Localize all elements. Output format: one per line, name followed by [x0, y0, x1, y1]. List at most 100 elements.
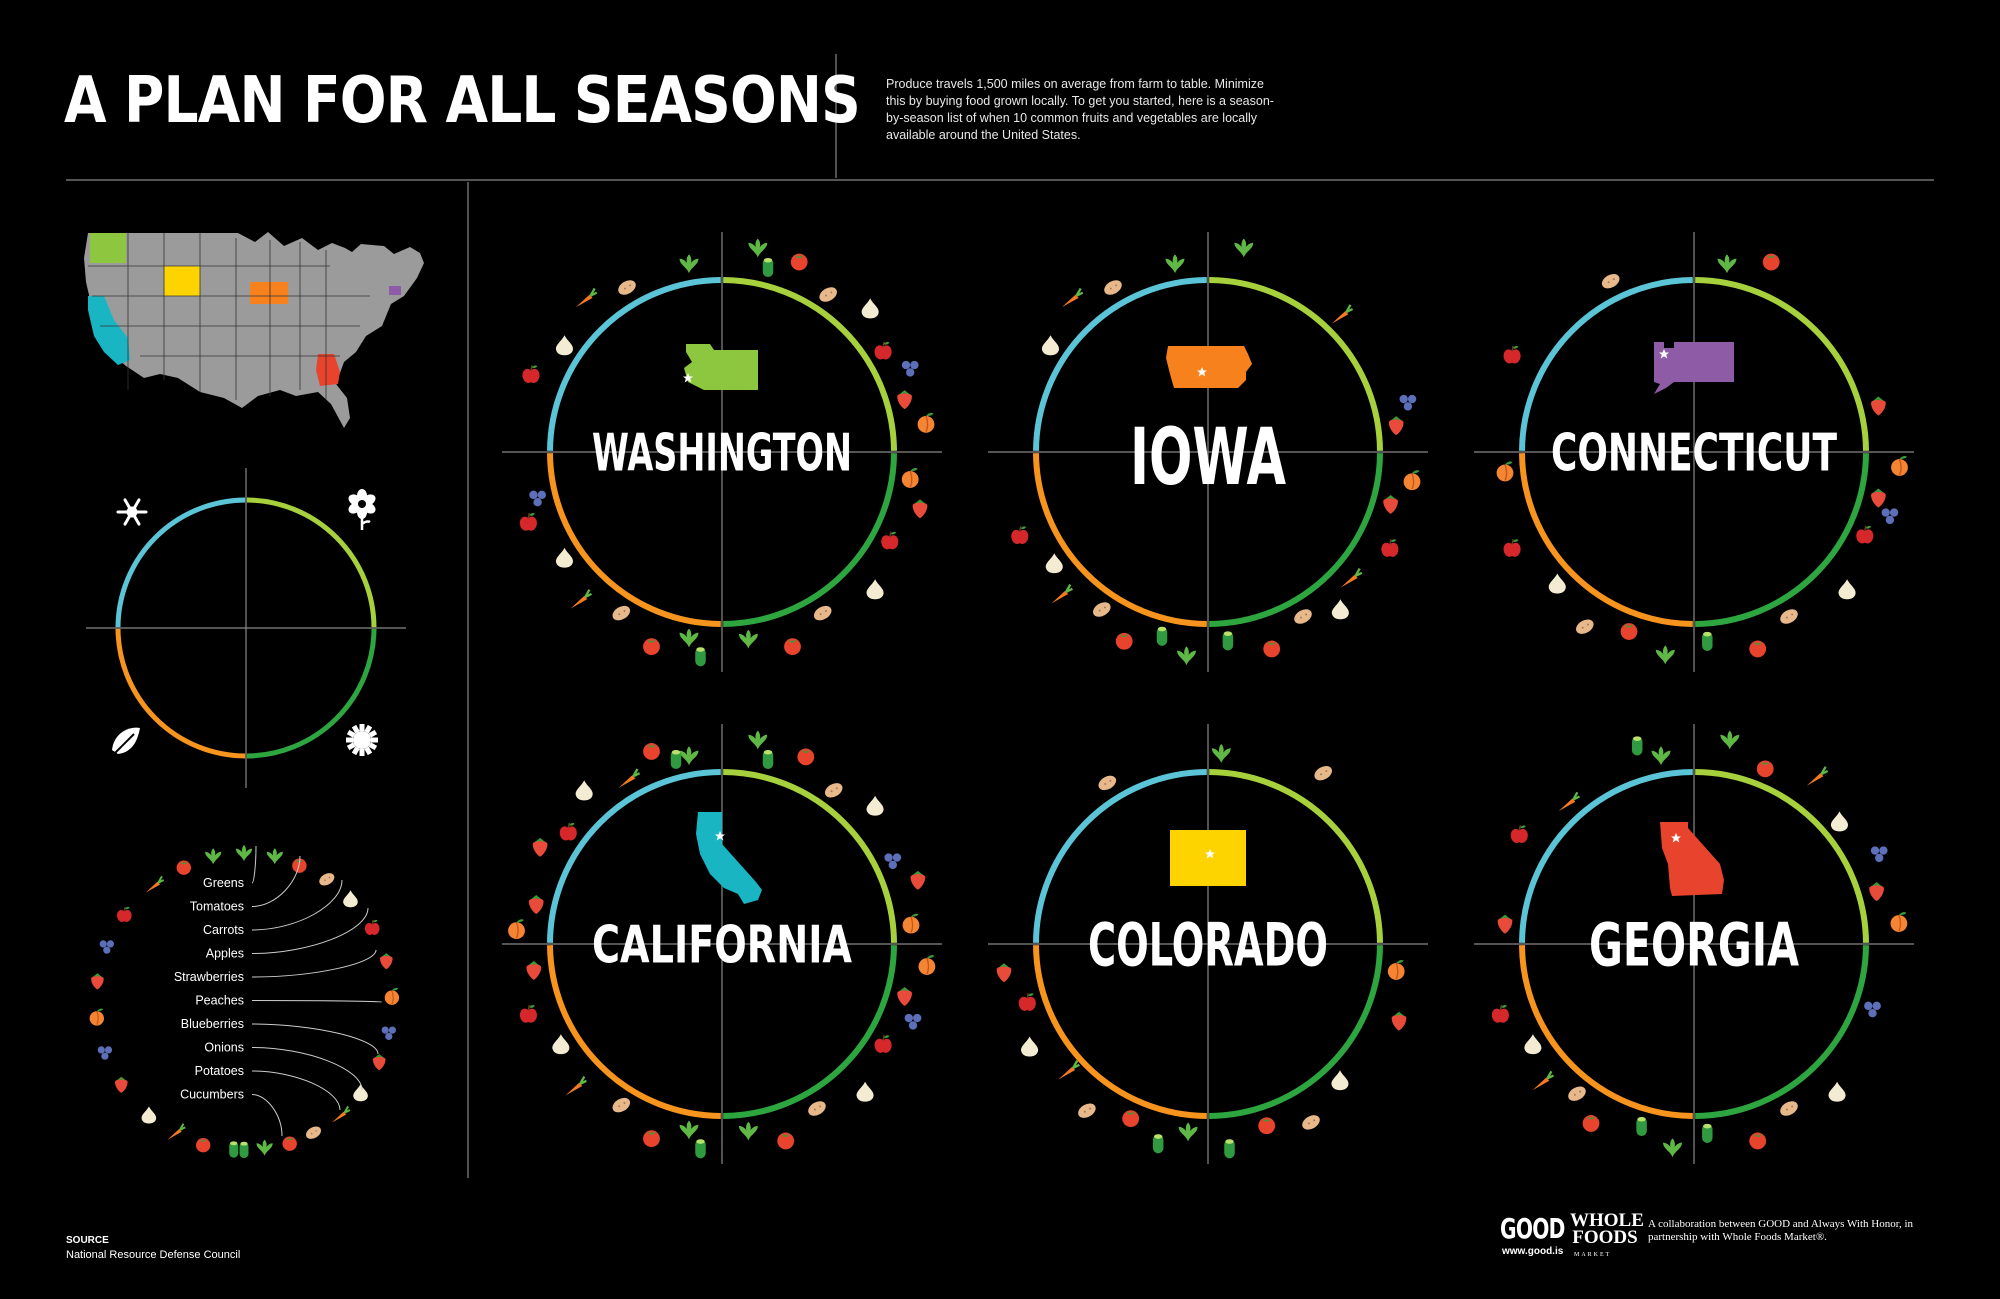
- cucumbers-icon: [762, 257, 774, 278]
- carrots-icon: [575, 287, 598, 308]
- strawberries-icon: [1869, 882, 1884, 902]
- greens-icon: [256, 1139, 273, 1156]
- potatoes-icon: [1104, 280, 1122, 295]
- strawberries-icon: [1388, 416, 1404, 436]
- leader-line: [251, 1023, 379, 1055]
- strawberries-icon: [996, 963, 1012, 983]
- potatoes-icon: [1302, 1115, 1320, 1130]
- season-legend: [86, 468, 406, 788]
- page-title: A PLAN FOR ALL SEASONS: [64, 64, 861, 138]
- potatoes-icon: [813, 605, 832, 621]
- blueberries-icon: [1864, 1001, 1881, 1018]
- apples-icon: [1011, 526, 1029, 544]
- peaches-icon: [1891, 456, 1908, 476]
- winter-arc: [547, 769, 721, 943]
- greens-icon: [1720, 730, 1740, 750]
- spring-arc: [723, 277, 897, 451]
- state-wheel-california: CALIFORNIA: [502, 724, 942, 1164]
- produce-label: Strawberries: [174, 970, 244, 984]
- greens-icon: [679, 254, 699, 274]
- greens-icon: [205, 848, 222, 865]
- carrots-icon: [1340, 568, 1363, 588]
- tomatoes-icon: [282, 1136, 297, 1151]
- potatoes-icon: [1098, 775, 1117, 791]
- blueberries-icon: [901, 360, 919, 377]
- fall-arc: [1519, 453, 1693, 627]
- onions-icon: [861, 298, 879, 319]
- summer-arc: [246, 628, 377, 759]
- leader-line: [251, 1094, 283, 1137]
- strawberries-icon: [115, 1076, 128, 1093]
- tomatoes-icon: [643, 743, 660, 760]
- produce-label: Greens: [203, 876, 244, 890]
- state-name: GEORGIA: [1589, 911, 1799, 981]
- season-ring: [1474, 724, 1914, 1164]
- map-connecticut: [389, 286, 401, 295]
- produce-label: Tomatoes: [190, 900, 244, 914]
- cucumbers-icon: [229, 1141, 239, 1158]
- peaches-icon: [917, 412, 935, 433]
- greens-icon: [679, 1120, 699, 1140]
- state-name: WASHINGTON: [592, 424, 852, 484]
- strawberries-icon: [91, 973, 104, 990]
- apples-icon: [1856, 525, 1874, 544]
- tomatoes-icon: [176, 860, 191, 875]
- apples-icon: [519, 512, 537, 531]
- potatoes-icon: [305, 1126, 322, 1139]
- potatoes-icon: [1568, 1086, 1586, 1101]
- blueberries-icon: [1881, 508, 1899, 525]
- map-iowa: [250, 282, 288, 304]
- carrots-icon: [618, 768, 641, 788]
- map-washington: [90, 233, 126, 263]
- strawberries-icon: [910, 870, 926, 890]
- potatoes-icon: [612, 605, 631, 621]
- tomatoes-icon: [1756, 760, 1774, 778]
- carrots-icon: [1806, 766, 1829, 786]
- carrots-icon: [1051, 584, 1073, 604]
- apples-icon: [1503, 345, 1521, 364]
- state-name: IOWA: [1130, 413, 1286, 503]
- map-georgia: [316, 354, 340, 386]
- onions-icon: [555, 335, 574, 356]
- produce-label: Carrots: [203, 923, 244, 937]
- cucumbers-icon: [695, 647, 706, 667]
- cucumbers-icon: [1702, 1123, 1713, 1143]
- apples-icon: [881, 531, 899, 550]
- onions-icon: [856, 1081, 874, 1102]
- georgia-shape-icon: [1660, 822, 1724, 896]
- source-text: National Resource Defense Council: [66, 1249, 241, 1261]
- greens-icon: [1655, 645, 1675, 665]
- onions-icon: [866, 579, 884, 600]
- source-block: SOURCE National Resource Defense Council: [66, 1234, 240, 1262]
- onions-icon: [1524, 1034, 1542, 1055]
- greens-icon: [1177, 646, 1196, 666]
- spring-arc: [723, 769, 897, 943]
- state-wheel-georgia: GEORGIA: [1474, 724, 1914, 1164]
- state-borders: [88, 233, 370, 400]
- greens-icon: [748, 238, 768, 258]
- greens-icon: [748, 730, 768, 750]
- summer-arc: [723, 453, 897, 627]
- carrots-icon: [145, 875, 165, 893]
- state-wheel-washington: WASHINGTON: [502, 232, 942, 672]
- apples-icon: [116, 906, 132, 922]
- iowa-shape-icon: [1166, 346, 1252, 388]
- strawberries-icon: [897, 390, 912, 410]
- strawberries-icon: [528, 895, 544, 914]
- leaf-icon: [109, 727, 140, 759]
- strawberries-icon: [1871, 396, 1886, 416]
- apples-icon: [364, 919, 380, 935]
- map-colorado: [164, 266, 200, 296]
- strawberries-icon: [1871, 488, 1886, 508]
- carrots-icon: [1331, 304, 1354, 324]
- potatoes-icon: [1780, 1101, 1798, 1116]
- greens-icon: [1717, 254, 1737, 274]
- good-logo: GOOD: [1500, 1212, 1565, 1245]
- summer-arc: [1209, 453, 1383, 627]
- carrots-icon: [331, 1105, 351, 1123]
- potatoes-icon: [1601, 273, 1620, 289]
- greens-icon: [1663, 1138, 1682, 1158]
- greens-icon: [1651, 746, 1671, 766]
- potatoes-icon: [612, 1097, 631, 1113]
- leader-line: [251, 879, 343, 931]
